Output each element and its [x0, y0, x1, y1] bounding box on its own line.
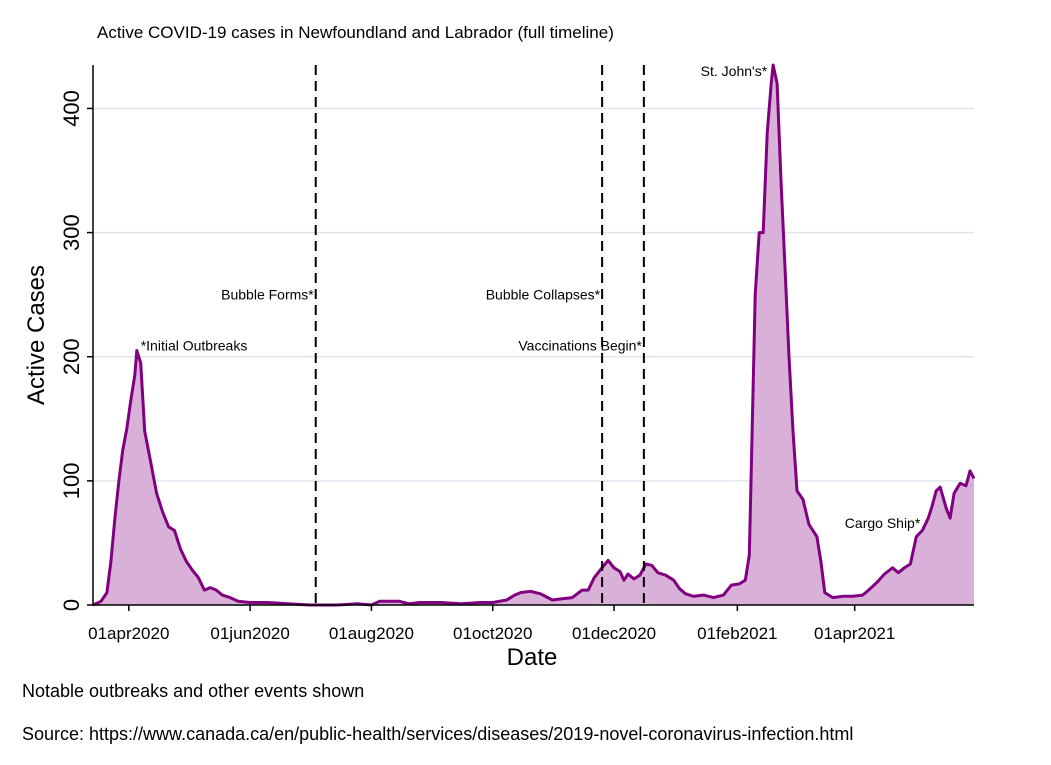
x-tick-label-1: 01jun2020	[210, 624, 289, 643]
x-tick-label-2: 01aug2020	[329, 624, 414, 643]
axes: 0 100 200 300 400 01apr2020 01jun2020 01aug2020…	[59, 65, 974, 643]
x-tick-label-0: 01apr2020	[88, 624, 169, 643]
y-tick-label-0: 0	[59, 599, 84, 611]
annotation-0: *Initial Outbreaks	[141, 338, 248, 354]
x-axis-label: Date	[507, 644, 558, 671]
chart-title: Active COVID-19 cases in Newfoundland an…	[97, 23, 614, 42]
y-tick-label-100: 100	[59, 463, 84, 500]
series-fill-0	[93, 65, 974, 605]
event-lines: Bubble Forms* Bubble Collapses* Vaccinatio…	[221, 65, 645, 605]
x-tick-label-5: 01feb2021	[697, 624, 777, 643]
annotation-1: St. John's*	[701, 63, 768, 79]
event-label-0: Bubble Forms*	[221, 287, 314, 303]
source-note: Source: https://www.canada.ca/en/public-…	[22, 724, 853, 744]
event-label-2: Vaccinations Begin*	[518, 338, 642, 354]
y-tick-label-300: 300	[59, 214, 84, 251]
annotation-2: Cargo Ship*	[845, 515, 921, 531]
y-axis-label: Active Cases	[23, 265, 50, 405]
annotations: *Initial Outbreaks St. John's* Cargo Ship*	[141, 63, 921, 531]
event-label-1: Bubble Collapses*	[486, 287, 601, 303]
grid	[93, 107, 974, 482]
x-tick-label-6: 01apr2021	[814, 624, 895, 643]
y-tick-label-200: 200	[59, 338, 84, 375]
x-tick-label-3: 01oct2020	[453, 624, 532, 643]
x-tick-label-4: 01dec2020	[572, 624, 656, 643]
y-tick-label-400: 400	[59, 90, 84, 127]
subnote: Notable outbreaks and other events shown	[22, 681, 364, 701]
series-line-0	[92, 63, 976, 607]
area-series	[92, 63, 976, 607]
